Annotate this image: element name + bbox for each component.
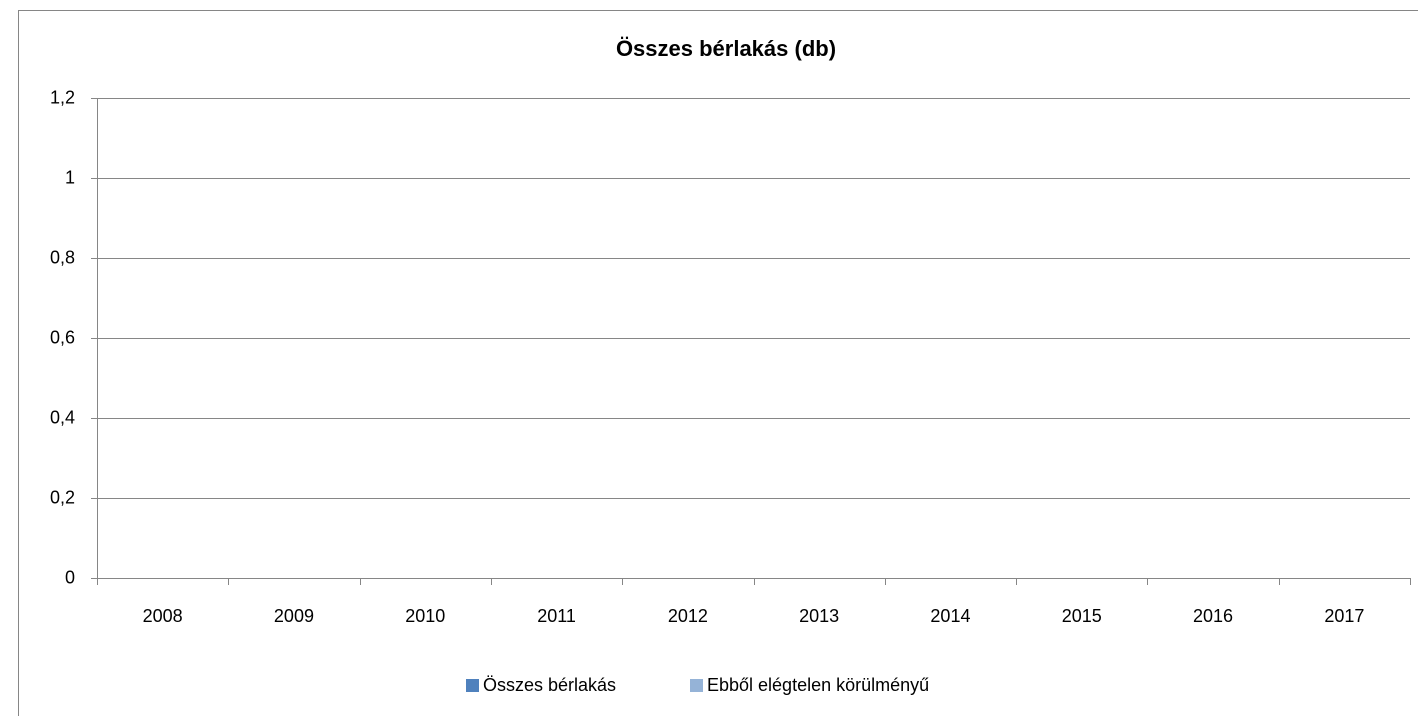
x-tick-label: 2009 [274, 606, 314, 626]
x-tick-label: 2012 [668, 606, 708, 626]
y-tick-label: 0,4 [50, 407, 75, 427]
y-tick-label: 0,8 [50, 247, 75, 267]
legend-label: Ebből elégtelen körülményű [707, 675, 929, 695]
legend-swatch [466, 679, 479, 692]
legend-swatch [690, 679, 703, 692]
chart-title: Összes bérlakás (db) [616, 36, 836, 61]
legend-label: Összes bérlakás [483, 675, 616, 695]
x-tick-label: 2013 [799, 606, 839, 626]
y-tick-label: 0 [65, 567, 75, 587]
y-tick-label: 0,6 [50, 327, 75, 347]
x-tick-label: 2017 [1324, 606, 1364, 626]
y-tick-label: 1 [65, 167, 75, 187]
x-tick-label: 2010 [405, 606, 445, 626]
x-tick-label: 2016 [1193, 606, 1233, 626]
x-tick-label: 2008 [143, 606, 183, 626]
chart-border [18, 10, 1418, 716]
x-tick-label: 2014 [930, 606, 970, 626]
x-tick-label: 2015 [1062, 606, 1102, 626]
y-tick-label: 1,2 [50, 87, 75, 107]
y-tick-label: 0,2 [50, 487, 75, 507]
x-tick-label: 2011 [537, 606, 576, 626]
